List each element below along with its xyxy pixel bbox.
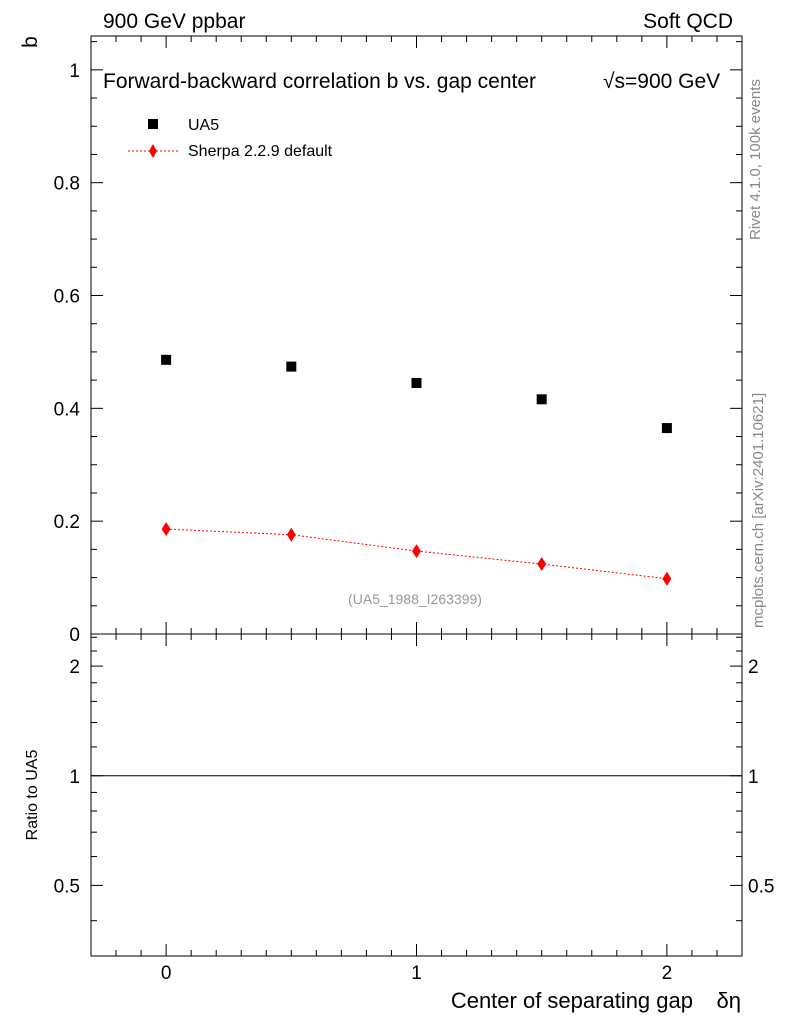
x-tick-label: 2 <box>662 963 673 984</box>
legend-marker-ua5 <box>148 119 158 129</box>
ratio-y-axis-label: Ratio to UA5 <box>24 750 41 841</box>
y-tick-label: 0.8 <box>54 174 80 195</box>
ratio-tick-label-right: 0.5 <box>748 876 774 897</box>
analysis-watermark: (UA5_1988_I263399) <box>348 591 482 607</box>
main-axis-ticks <box>91 36 742 956</box>
data-point-ua5 <box>161 354 172 365</box>
ratio-tick-label-left: 0.5 <box>54 876 80 897</box>
data-point-ua5 <box>661 423 672 434</box>
legend-label-sherpa: Sherpa 2.2.9 default <box>188 143 333 160</box>
ratio-tick-label-right: 2 <box>748 657 759 678</box>
data-series <box>161 354 672 586</box>
header-left: 900 GeV ppbar <box>103 10 245 33</box>
ratio-y-tick-labels: 0.5 0.5 1 1 2 2 <box>54 657 775 897</box>
mcplots-label: mcplots.cern.ch [arXiv:2401.10621] <box>750 393 767 628</box>
data-point-sherpa <box>286 527 296 542</box>
data-point-ua5 <box>286 361 297 372</box>
legend-label-ua5: UA5 <box>188 117 219 134</box>
legend-marker-sherpa <box>149 144 157 158</box>
y-axis-label: b <box>19 36 42 48</box>
x-axis-symbol: δη <box>717 988 741 1013</box>
main-y-tick-labels: 0 0.2 0.4 0.6 0.8 1 <box>54 61 81 646</box>
chart-title: Forward-backward correlation b vs. gap c… <box>103 70 536 93</box>
x-tick-label: 0 <box>161 963 172 984</box>
y-tick-label: 0.2 <box>54 512 80 533</box>
ratio-tick-label-right: 1 <box>748 767 759 788</box>
ratio-tick-label-left: 2 <box>69 657 80 678</box>
ratio-tick-label-left: 1 <box>69 767 80 788</box>
x-tick-labels: 0 1 2 <box>161 963 672 984</box>
data-point-sherpa <box>412 544 421 559</box>
ratio-plot-frame <box>90 633 743 957</box>
data-point-sherpa <box>662 571 672 586</box>
x-axis-label: Center of separating gap <box>451 988 693 1013</box>
x-tick-label: 1 <box>411 963 422 984</box>
y-tick-label: 0 <box>69 625 80 646</box>
y-tick-label: 0.6 <box>54 287 80 308</box>
data-point-sherpa <box>161 522 171 537</box>
legend: UA5 Sherpa 2.2.9 default <box>128 117 333 160</box>
rivet-version-label: Rivet 4.1.0, 100k events <box>747 79 764 240</box>
data-point-sherpa <box>537 557 547 572</box>
data-point-ua5 <box>411 377 422 388</box>
data-point-ua5 <box>536 394 547 405</box>
header-right: Soft QCD <box>643 10 733 33</box>
ratio-axis-ticks <box>91 636 742 922</box>
y-tick-label: 1 <box>69 61 80 82</box>
energy-label: √s=900 GeV <box>603 70 720 93</box>
y-tick-label: 0.4 <box>54 399 81 420</box>
